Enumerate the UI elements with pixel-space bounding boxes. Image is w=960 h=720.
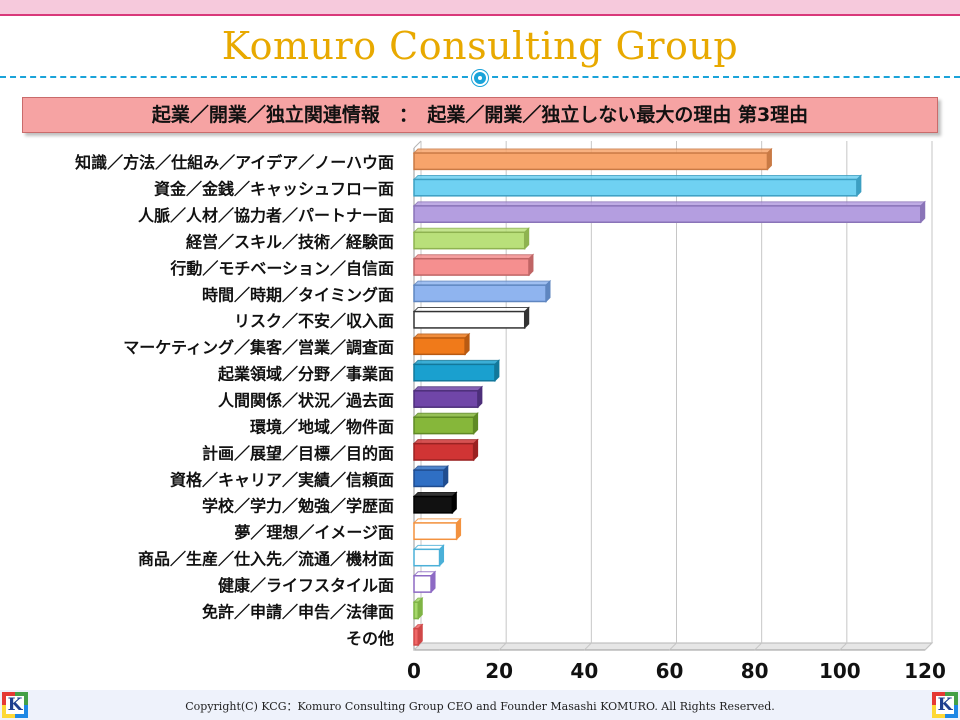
bar bbox=[413, 548, 441, 567]
x-tick-label: 40 bbox=[570, 659, 598, 683]
page-title: Komuro Consulting Group bbox=[221, 24, 739, 68]
bar bbox=[413, 522, 458, 541]
chart-gridline-floor bbox=[839, 642, 848, 651]
category-label: マーケティング／集客／営業／調査面 bbox=[123, 338, 394, 357]
bar bbox=[413, 231, 526, 250]
logo-letter: K bbox=[937, 695, 953, 715]
chart-category-labels: 知識／方法／仕組み／アイデア／ノーハウ面資金／金銭／キャッシュフロー面人脈／人材… bbox=[75, 153, 394, 648]
bar bbox=[413, 601, 420, 620]
chart-gridline-floor bbox=[498, 642, 507, 651]
kcg-logo-left-icon: K bbox=[2, 692, 28, 718]
category-label: 夢／理想／イメージ面 bbox=[234, 523, 394, 542]
chart-gridline-floor bbox=[754, 642, 763, 651]
bar bbox=[413, 152, 769, 171]
bar bbox=[413, 495, 454, 514]
chart-bars bbox=[412, 147, 926, 647]
x-tick-label: 60 bbox=[656, 659, 684, 683]
category-label: 環境／地域／物件面 bbox=[250, 417, 394, 436]
category-label: その他 bbox=[346, 629, 394, 648]
category-label: 行動／モチベーション／自信面 bbox=[169, 259, 394, 278]
kcg-logo-right-icon: K bbox=[932, 692, 958, 718]
category-label: 知識／方法／仕組み／アイデア／ノーハウ面 bbox=[75, 153, 394, 172]
bar bbox=[413, 416, 475, 435]
bar bbox=[413, 469, 445, 488]
category-label: 経営／スキル／技術／経験面 bbox=[186, 232, 394, 251]
logo-letter: K bbox=[7, 695, 23, 715]
chart-gridline-floor bbox=[583, 642, 592, 651]
horizontal-bar-chart: 知識／方法／仕組み／アイデア／ノーハウ面資金／金銭／キャッシュフロー面人脈／人材… bbox=[75, 140, 946, 683]
x-tick-label: 100 bbox=[819, 659, 861, 683]
bar bbox=[413, 390, 479, 408]
category-label: 資格／キャリア／実績／信頼面 bbox=[170, 470, 394, 489]
slide-subtitle: 起業／開業／独立関連情報 ： 起業／開業／独立しない最大の理由 第3理由 bbox=[22, 97, 938, 133]
bar bbox=[413, 363, 496, 382]
bar bbox=[413, 284, 547, 303]
bar bbox=[413, 575, 432, 593]
category-label: 人脈／人材／協力者／パートナー面 bbox=[138, 206, 394, 225]
x-tick-label: 20 bbox=[485, 659, 513, 683]
chart-tick-labels: 0 20 40 60 80 100 120 bbox=[407, 659, 946, 683]
category-label: 計画／展望／目標／目的面 bbox=[202, 444, 394, 463]
x-tick-label: 0 bbox=[407, 659, 421, 683]
top-accent-line bbox=[0, 14, 960, 16]
category-label: 起業領域／分野／事業面 bbox=[217, 365, 394, 384]
category-label: 健康／ライフスタイル面 bbox=[218, 576, 394, 595]
footer-bar bbox=[0, 690, 960, 720]
chart-gridline-floor bbox=[669, 642, 677, 651]
x-tick-label: 120 bbox=[904, 659, 946, 683]
chart-gridline-floor bbox=[413, 642, 422, 651]
category-label: 時間／時期／タイミング面 bbox=[202, 285, 394, 304]
x-tick-label: 80 bbox=[741, 659, 769, 683]
category-label: 人間関係／状況／過去面 bbox=[218, 391, 394, 410]
divider-ornament-icon bbox=[472, 70, 488, 86]
category-label: 資金／金銭／キャッシュフロー面 bbox=[154, 180, 394, 199]
footer-copyright: Copyright(C) KCG：Komuro Consulting Group… bbox=[185, 700, 775, 713]
category-label: 免許／申請／申告／法律面 bbox=[202, 602, 394, 621]
bar bbox=[413, 310, 526, 329]
category-label: 学校／学力／勉強／学歴面 bbox=[202, 497, 394, 516]
bar bbox=[413, 627, 420, 646]
bar bbox=[413, 337, 466, 356]
bar bbox=[413, 442, 475, 461]
chart-gridline-floor bbox=[924, 642, 933, 651]
bar bbox=[413, 205, 922, 223]
bar bbox=[413, 178, 858, 197]
chart-corner-line bbox=[413, 140, 422, 149]
bar bbox=[413, 257, 530, 276]
category-label: 商品／生産／仕入先／流通／機材面 bbox=[138, 550, 394, 569]
category-label: リスク／不安／収入面 bbox=[234, 312, 394, 331]
top-band bbox=[0, 0, 960, 14]
